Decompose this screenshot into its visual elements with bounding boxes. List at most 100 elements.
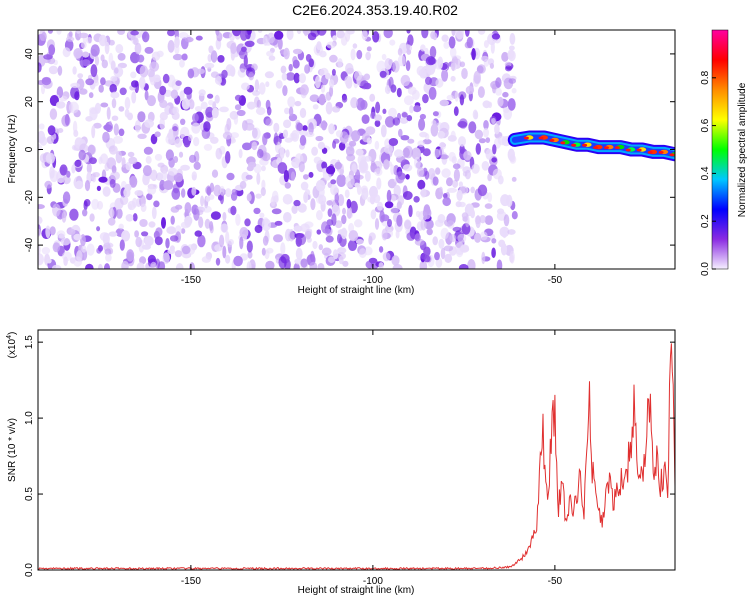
noise-blob [82, 51, 90, 58]
noise-blob [246, 261, 252, 269]
noise-blob [49, 170, 59, 183]
noise-blob [368, 257, 378, 264]
noise-blob [417, 140, 425, 148]
noise-blob [470, 209, 475, 219]
noise-blob [196, 68, 205, 75]
noise-blob [348, 230, 359, 242]
noise-blob [330, 184, 338, 196]
noise-blob [325, 72, 331, 80]
noise-blob [296, 30, 302, 35]
noise-blob [432, 32, 438, 41]
noise-blob [141, 231, 149, 237]
noise-blob [337, 194, 345, 206]
noise-blob [256, 172, 261, 185]
noise-blob [194, 106, 203, 112]
noise-blob [234, 104, 242, 111]
noise-blob [125, 214, 134, 222]
noise-blob [231, 188, 238, 196]
noise-blob [231, 30, 242, 37]
noise-blob [117, 53, 126, 61]
noise-blob [422, 207, 432, 220]
noise-blob [126, 249, 135, 262]
noise-blob [111, 98, 117, 109]
ridge-core [614, 146, 620, 150]
noise-blob [175, 263, 184, 269]
noise-blob [214, 94, 220, 104]
noise-blob [211, 169, 219, 178]
noise-blob [226, 118, 232, 131]
noise-blob [314, 75, 321, 89]
noise-blob [113, 135, 123, 144]
noise-blob [83, 200, 88, 211]
noise-blob [115, 44, 124, 54]
noise-blob [274, 30, 284, 40]
noise-blob [396, 214, 403, 227]
noise-blob [119, 195, 129, 206]
noise-blob [355, 148, 364, 156]
noise-blob [465, 85, 475, 95]
noise-blob [438, 186, 443, 193]
noise-blob [329, 79, 335, 88]
ridge-core [604, 146, 609, 150]
noise-blob [184, 215, 193, 226]
noise-blob [390, 164, 395, 175]
noise-blob [99, 232, 109, 241]
noise-blob [456, 189, 463, 201]
noise-blob [348, 140, 357, 147]
noise-blob [261, 165, 266, 172]
noise-blob [366, 137, 372, 145]
noise-blob [38, 216, 43, 225]
noise-blob [288, 106, 294, 117]
noise-blob [326, 41, 336, 49]
noise-blob [328, 123, 335, 135]
noise-blob [262, 35, 269, 46]
noise-blob [332, 249, 339, 260]
noise-blob [419, 113, 426, 120]
noise-blob [43, 54, 53, 60]
noise-blob [118, 128, 125, 137]
noise-blob [246, 240, 253, 253]
noise-blob [258, 82, 266, 95]
noise-blob [94, 55, 100, 66]
noise-blob [347, 239, 358, 251]
noise-blob [491, 157, 498, 163]
noise-blob [200, 195, 205, 207]
noise-blob [104, 242, 114, 249]
noise-blob [98, 84, 104, 93]
noise-blob [240, 30, 248, 41]
noise-blob [174, 138, 183, 148]
noise-blob [487, 173, 492, 182]
noise-blob [184, 36, 194, 43]
noise-blob [172, 53, 183, 61]
x-tick-label: -50 [548, 275, 563, 286]
noise-blob [321, 147, 328, 154]
ridge-core [571, 143, 577, 147]
noise-blob [346, 198, 352, 209]
noise-blob [184, 202, 192, 214]
noise-blob [417, 179, 426, 190]
noise-blob [136, 262, 145, 269]
noise-blob [208, 45, 214, 54]
noise-blob [260, 187, 266, 197]
noise-blob [38, 253, 44, 266]
noise-blob [354, 182, 360, 188]
noise-blob [492, 168, 502, 180]
noise-blob [180, 118, 186, 126]
noise-blob [502, 91, 509, 98]
noise-blob [413, 105, 422, 113]
noise-blob [295, 236, 302, 247]
noise-blob [225, 64, 235, 76]
noise-blob [483, 40, 489, 49]
noise-blob [482, 100, 491, 109]
noise-blob [400, 135, 410, 141]
noise-blob [57, 65, 63, 76]
noise-blob [386, 189, 392, 203]
noise-blob [428, 168, 436, 180]
noise-blob [328, 256, 335, 264]
noise-blob [376, 177, 382, 190]
noise-blob [474, 129, 484, 140]
noise-blob [406, 49, 412, 55]
noise-blob [381, 53, 387, 61]
noise-blob [320, 84, 326, 93]
noise-blob [331, 213, 337, 226]
